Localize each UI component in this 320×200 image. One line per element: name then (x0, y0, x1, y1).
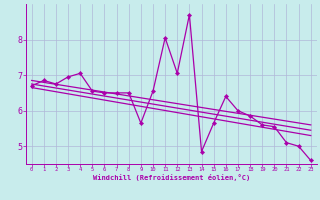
X-axis label: Windchill (Refroidissement éolien,°C): Windchill (Refroidissement éolien,°C) (92, 174, 250, 181)
